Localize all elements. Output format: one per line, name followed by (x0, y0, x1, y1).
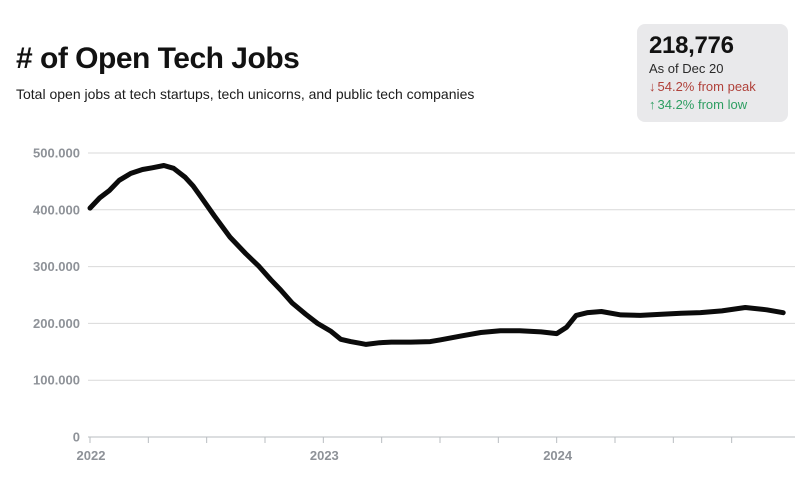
x-axis-label: 2024 (543, 448, 573, 463)
y-axis-label: 100.000 (33, 373, 80, 388)
as-of-date: As of Dec 20 (649, 61, 724, 76)
y-axis-label: 0 (73, 430, 80, 445)
open-tech-jobs-chart: 0 100.000 200.000 300.000 400.000 500.000 2022… (0, 140, 800, 475)
page-subtitle: Total open jobs at tech startups, tech u… (16, 86, 475, 102)
x-axis-label: 2023 (310, 448, 339, 463)
up-arrow-icon: ↑ (649, 97, 656, 112)
x-axis-label: 2022 (77, 448, 106, 463)
y-axis-label: 200.000 (33, 316, 80, 331)
page-title: # of Open Tech Jobs (16, 42, 300, 75)
jobs-line-series (87, 163, 786, 347)
change-from-low: ↑ 34.2% from low (649, 96, 776, 113)
stats-card: 218,776 As of Dec 20 ↓ 54.2% from peak ↑ 3… (637, 24, 788, 122)
chart-svg: 0 100.000 200.000 300.000 400.000 500.000 2022… (33, 146, 795, 463)
down-arrow-icon: ↓ (649, 79, 656, 94)
from-low-label: 34.2% from low (657, 97, 748, 112)
y-axis-label: 400.000 (33, 202, 80, 217)
y-axis-label: 500.000 (33, 146, 80, 161)
change-from-peak: ↓ 54.2% from peak (649, 78, 776, 95)
from-peak-label: 54.2% from peak (657, 79, 756, 94)
current-jobs-value: 218,776 (649, 32, 734, 59)
y-axis-label: 300.000 (33, 259, 80, 274)
